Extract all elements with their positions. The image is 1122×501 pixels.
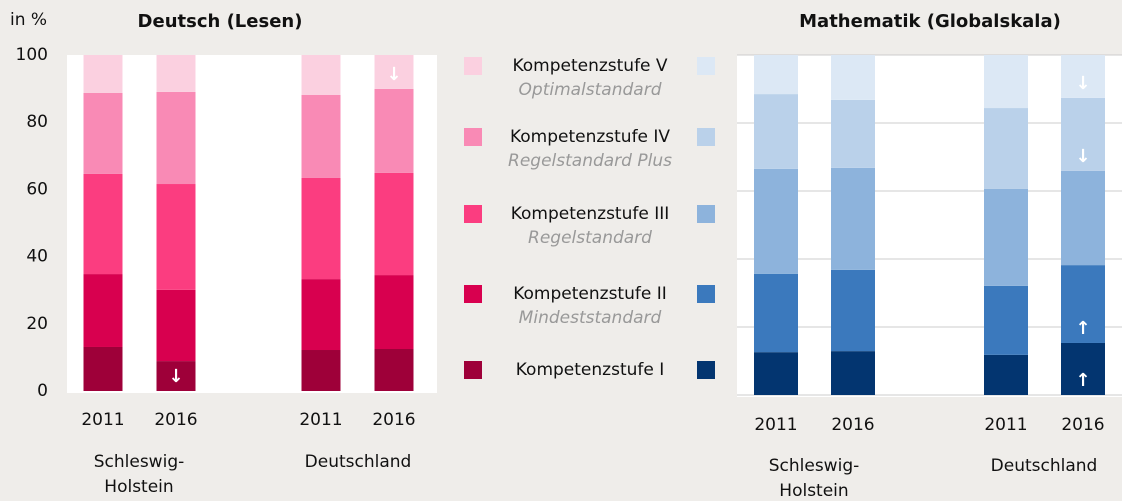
bar-segment bbox=[984, 354, 1028, 395]
y-tick-label: 80 bbox=[26, 112, 48, 132]
x-tick-label: 2016 bbox=[831, 415, 874, 435]
y-tick-label: 100 bbox=[16, 45, 48, 65]
legend-swatch bbox=[697, 285, 715, 303]
bar-segment bbox=[374, 275, 414, 349]
x-tick-label: 2011 bbox=[754, 415, 797, 435]
plot-area bbox=[737, 55, 1122, 397]
y-tick-label: 60 bbox=[26, 179, 48, 199]
change-arrow: ↑ bbox=[1075, 370, 1090, 391]
legend-label: Kompetenzstufe II bbox=[513, 284, 667, 304]
bar-segment bbox=[1061, 342, 1105, 395]
bar-segment bbox=[301, 55, 341, 95]
change-arrow: ↓ bbox=[1075, 146, 1090, 167]
y-tick-label: 20 bbox=[26, 314, 48, 334]
bar-segment bbox=[83, 173, 123, 275]
bar-segment bbox=[831, 167, 875, 270]
bar-segment bbox=[754, 168, 798, 274]
bar-segment bbox=[984, 188, 1028, 286]
bar-segment bbox=[374, 349, 414, 391]
bar-segment bbox=[156, 91, 196, 185]
x-tick-label: 2016 bbox=[372, 410, 415, 430]
legend-swatch bbox=[697, 128, 715, 146]
legend-sublabel: Mindeststandard bbox=[519, 308, 662, 328]
bar-segment bbox=[1061, 97, 1105, 171]
y-tick-label: 40 bbox=[26, 247, 48, 267]
bar-segment bbox=[1061, 55, 1105, 98]
x-tick-label: 2011 bbox=[299, 410, 342, 430]
chart-title: Deutsch (Lesen) bbox=[138, 11, 303, 32]
chart-title: Mathematik (Globalskala) bbox=[799, 11, 1061, 32]
bar-segment bbox=[83, 55, 123, 93]
group-label: Schleswig- bbox=[94, 452, 185, 472]
bar-segment bbox=[754, 55, 798, 95]
bar-segment bbox=[156, 184, 196, 290]
bar-segment bbox=[156, 361, 196, 391]
legend-label: Kompetenzstufe III bbox=[511, 204, 670, 224]
change-arrow: ↓ bbox=[168, 366, 183, 387]
legend-swatch bbox=[464, 205, 482, 223]
group-label: Holstein bbox=[779, 481, 848, 501]
legend-swatch bbox=[464, 361, 482, 379]
change-arrow: ↓ bbox=[386, 64, 401, 85]
legend-swatch bbox=[464, 128, 482, 146]
bar-segment bbox=[374, 172, 414, 276]
legend-label: Kompetenzstufe I bbox=[516, 360, 665, 380]
bar-segment bbox=[83, 346, 123, 391]
group-label: Schleswig- bbox=[769, 456, 860, 476]
legend-sublabel: Regelstandard Plus bbox=[508, 151, 672, 171]
legend-sublabel: Optimalstandard bbox=[519, 80, 662, 100]
x-tick-label: 2011 bbox=[984, 415, 1027, 435]
legend-swatch bbox=[697, 205, 715, 223]
legend-swatch bbox=[464, 285, 482, 303]
bar-segment bbox=[754, 352, 798, 395]
bar-segment bbox=[831, 269, 875, 352]
x-tick-label: 2016 bbox=[1061, 415, 1104, 435]
change-arrow: ↑ bbox=[1075, 318, 1090, 339]
x-tick-label: 2016 bbox=[154, 410, 197, 430]
bar-segment bbox=[301, 177, 341, 280]
bar-segment bbox=[156, 289, 196, 362]
bar-segment bbox=[831, 99, 875, 168]
y-axis-label: in % bbox=[10, 10, 47, 30]
legend-sublabel: Regelstandard bbox=[528, 228, 652, 248]
bar-segment bbox=[83, 274, 123, 347]
bar-segment bbox=[754, 273, 798, 353]
y-tick-label: 0 bbox=[37, 381, 48, 401]
group-label: Deutschland bbox=[991, 456, 1098, 476]
bar-segment bbox=[984, 55, 1028, 109]
bar-segment bbox=[984, 285, 1028, 355]
legend-swatch bbox=[697, 57, 715, 75]
group-label: Deutschland bbox=[305, 452, 412, 472]
group-label: Holstein bbox=[104, 477, 173, 497]
bar-segment bbox=[374, 55, 414, 89]
bar-segment bbox=[984, 108, 1028, 189]
bar-segment bbox=[754, 94, 798, 169]
legend-swatch bbox=[464, 57, 482, 75]
bar-segment bbox=[1061, 170, 1105, 266]
bar-segment bbox=[301, 279, 341, 351]
bar-segment bbox=[301, 94, 341, 178]
legend-label: Kompetenzstufe IV bbox=[510, 127, 670, 147]
x-tick-label: 2011 bbox=[81, 410, 124, 430]
bar-segment bbox=[156, 55, 196, 92]
change-arrow: ↓ bbox=[1075, 73, 1090, 94]
bar-segment bbox=[83, 92, 123, 174]
bar-segment bbox=[374, 88, 414, 173]
bar-segment bbox=[1061, 265, 1105, 343]
bar-segment bbox=[301, 350, 341, 391]
bar-segment bbox=[831, 351, 875, 395]
legend-label: Kompetenzstufe V bbox=[512, 56, 667, 76]
legend-swatch bbox=[697, 361, 715, 379]
bar-segment bbox=[831, 55, 875, 100]
